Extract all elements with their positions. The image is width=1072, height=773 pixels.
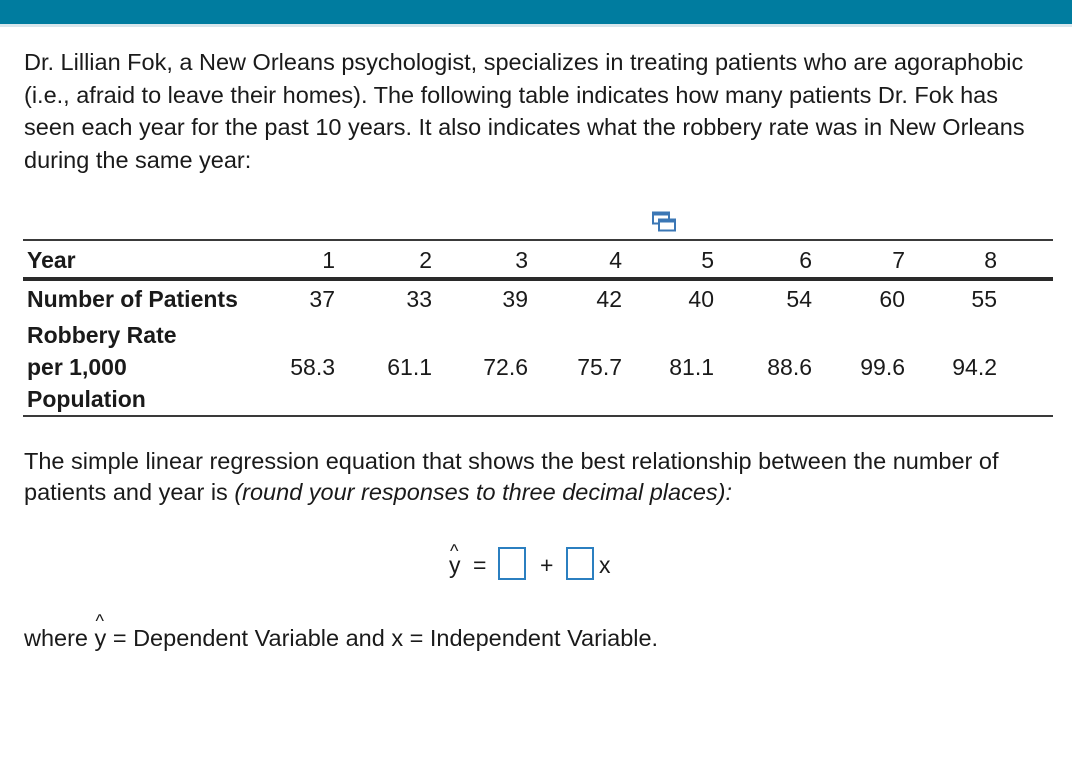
- top-bar-shadow: [0, 24, 1072, 27]
- table-row-year: Year 1 2 3 4 5 6 7 8: [23, 244, 1053, 276]
- footnote: where ^ y = Dependent Variable and x = In…: [24, 611, 659, 654]
- table-cell: 39: [502, 286, 528, 312]
- row-label-patients: Number of Patients: [27, 286, 238, 312]
- footnote-suffix: = Dependent Variable and x = Independent…: [106, 625, 659, 651]
- row-label-line: per 1,000: [27, 354, 127, 380]
- row-label-robbery-rate: Robbery Rate per 1,000 Population: [27, 319, 177, 415]
- table-bottom-rule: [23, 415, 1053, 417]
- table-cell: 99.6: [860, 354, 905, 380]
- table-cell: 6: [799, 247, 812, 273]
- table-cell: 60: [879, 286, 905, 312]
- row-label-line: Population: [27, 386, 146, 412]
- plus-sign: +: [540, 552, 554, 578]
- question-plain: The simple linear regression equation th…: [24, 448, 999, 505]
- table-cell: 5: [701, 247, 714, 273]
- copy-data-icon[interactable]: [651, 211, 677, 233]
- row-label-year: Year: [27, 247, 76, 273]
- table-cell: 81.1: [669, 354, 714, 380]
- table-cell: 2: [419, 247, 432, 273]
- footnote-prefix: where: [24, 625, 95, 651]
- table-cell: 37: [309, 286, 335, 312]
- table-cell: 58.3: [290, 354, 335, 380]
- question-instruction: (round your responses to three decimal p…: [234, 479, 732, 505]
- y-hat-inline: ^ y: [94, 611, 107, 654]
- table-cell: 61.1: [387, 354, 432, 380]
- row-label-line: Robbery Rate: [27, 322, 177, 348]
- table-cell: 33: [406, 286, 432, 312]
- y-variable: y: [449, 552, 461, 578]
- problem-intro: Dr. Lillian Fok, a New Orleans psycholog…: [24, 49, 1025, 173]
- table-row-robbery-rate: Robbery Rate per 1,000 Population 58.3 6…: [23, 319, 1053, 415]
- table-cell: 55: [971, 286, 997, 312]
- table-cell: 42: [596, 286, 622, 312]
- y-hat-symbol: ^ y: [449, 541, 461, 579]
- hat-accent: ^: [95, 611, 104, 631]
- y-variable: y: [94, 625, 107, 651]
- table-header-rule: [23, 277, 1053, 281]
- intercept-input[interactable]: [498, 547, 526, 580]
- table-cell: 3: [515, 247, 528, 273]
- table-cell: 4: [609, 247, 622, 273]
- equals-sign: =: [473, 552, 487, 578]
- x-variable: x: [599, 552, 611, 578]
- table-top-rule: [23, 239, 1053, 241]
- table-cell: 7: [892, 247, 905, 273]
- table-cell: 94.2: [952, 354, 997, 380]
- table-cell: 72.6: [483, 354, 528, 380]
- slope-input[interactable]: [566, 547, 594, 580]
- top-bar: [0, 0, 1072, 24]
- table-cell: 88.6: [767, 354, 812, 380]
- hat-accent: ^: [450, 541, 459, 561]
- table-cell: 75.7: [577, 354, 622, 380]
- regression-equation: ^ y = + x: [443, 541, 643, 586]
- table-cell: 54: [786, 286, 812, 312]
- table-cell: 40: [688, 286, 714, 312]
- table-cell: 1: [322, 247, 335, 273]
- question-text: The simple linear regression equation th…: [24, 446, 1054, 508]
- table-row-patients: Number of Patients 37 33 39 42 40 54 60 …: [23, 283, 1053, 315]
- table-cell: 8: [984, 247, 997, 273]
